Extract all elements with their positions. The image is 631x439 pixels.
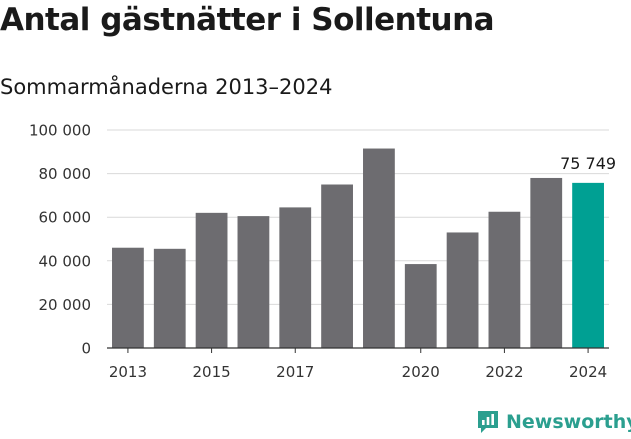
bar-2013 [112, 247, 144, 348]
bar-2024 [572, 182, 604, 348]
x-tick-label: 2013 [109, 363, 147, 381]
data-label-2024: 75 749 [560, 154, 616, 173]
brand-name: Newsworthy [506, 411, 631, 433]
bar-2018 [321, 184, 353, 348]
bar-2017 [279, 207, 312, 348]
x-tick-label: 2015 [192, 363, 230, 381]
bar-2019 [363, 148, 395, 348]
bar-chart: 0 20 000 40 000 60 000 80 000 100 000 2013 2015… [29, 122, 616, 382]
newsworthy-icon [478, 411, 498, 433]
y-tick-label: 40 000 [39, 252, 92, 270]
x-tick-label: 2022 [485, 363, 523, 381]
x-tick-label: 2020 [402, 363, 440, 381]
bar-2015 [195, 212, 228, 348]
chart-title: Antal gästnätter i Sollentuna [0, 2, 495, 38]
labels: 0 20 000 40 000 60 000 80 000 100 000 2013 2015… [29, 122, 616, 382]
bar-2022 [488, 211, 521, 348]
y-tick-label: 20 000 [39, 296, 92, 314]
bar-2016 [237, 216, 270, 348]
bar-2020 [404, 264, 437, 348]
y-tick-label: 60 000 [39, 209, 92, 227]
newsworthy-logo: Newsworthy [476, 407, 631, 437]
x-tick-label: 2017 [276, 363, 314, 381]
chart-subtitle: Sommarmånaderna 2013–2024 [0, 75, 333, 99]
bar-2023 [530, 177, 563, 348]
bars [112, 148, 604, 348]
gridlines [107, 129, 609, 305]
y-tick-label: 0 [81, 340, 91, 358]
bar-2014 [153, 248, 186, 348]
x-tick-label: 2024 [569, 363, 607, 381]
y-tick-label: 100 000 [29, 122, 91, 140]
axes [107, 347, 609, 353]
bar-2021 [446, 232, 479, 348]
y-tick-label: 80 000 [39, 165, 92, 183]
